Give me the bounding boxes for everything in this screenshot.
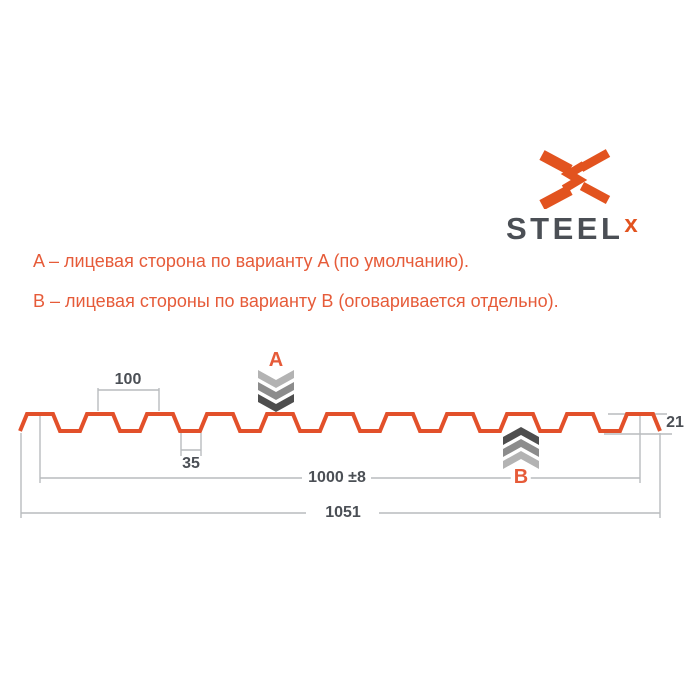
dimension-overall-width: 1051 [321,504,365,522]
chevron-down-icon [258,382,294,400]
dimension-profile-height: 21 [666,414,684,431]
chevron-up-icon [503,451,539,469]
chevron-up-icon [503,439,539,457]
steelx-x-icon [539,149,611,209]
steelx-wordmark-x: x [624,211,638,238]
steelx-wordmark-text: STEEL [506,211,624,246]
steelx-wordmark: STEELx [506,211,638,247]
dimension-rib-bottom: 35 [182,455,200,472]
marker-side-a: A [268,349,284,371]
caption-variant-a: A – лицевая сторона по варианту A (по ум… [33,251,469,271]
chevron-up-icon [503,427,539,445]
marker-side-b: B [510,467,532,487]
chevron-down-icon [258,370,294,388]
dimension-rib-pitch: 100 [114,371,142,388]
chevron-down-icon [258,394,294,412]
dimension-useful-width: 1000 ±8 [304,469,370,487]
caption-variant-b: B – лицевая стороны по варианту B (огова… [33,291,559,311]
sheet-profile-line [18,412,662,433]
